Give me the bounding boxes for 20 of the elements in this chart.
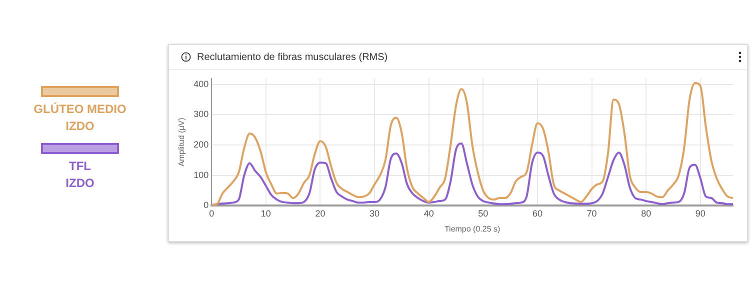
- x-tick-label: 70: [586, 208, 597, 218]
- text: TFL IZDO: [64, 158, 96, 192]
- x-tick-label: 20: [315, 208, 326, 218]
- y-tick-label: 300: [194, 109, 209, 120]
- x-tick-label: 50: [478, 208, 488, 218]
- x-tick-label: 40: [424, 208, 434, 218]
- x-axis-title: Tiempo (0.25 s): [444, 224, 500, 234]
- y-tick-label: 0: [204, 200, 209, 210]
- text: GLÚTEO MEDIO IZDO: [32, 101, 128, 135]
- line-series: [212, 82, 733, 206]
- y-axis-title: Amplitud (μV): [177, 117, 186, 166]
- x-tick-label: 90: [695, 208, 706, 218]
- y-tick-label: 200: [194, 140, 209, 150]
- y-tick-label: 400: [194, 78, 209, 89]
- y-tick-label: 100: [194, 170, 209, 180]
- x-tick-label: 30: [370, 208, 380, 218]
- x-tick-label: 60: [532, 208, 542, 218]
- chart-title: Reclutamiento de fibras musculares (RMS): [197, 52, 388, 62]
- x-tick-label: 80: [641, 208, 652, 218]
- x-tick-label: 10: [260, 208, 271, 218]
